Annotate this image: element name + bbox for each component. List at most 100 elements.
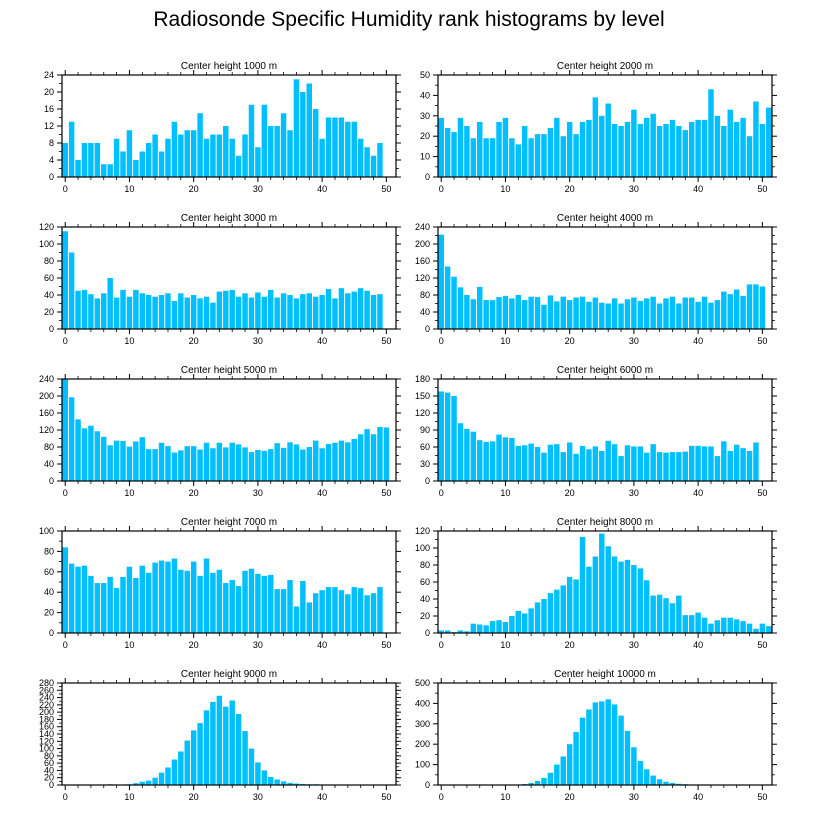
histogram-bar [746,450,753,481]
histogram-bar [547,772,554,785]
histogram-bar [190,130,197,177]
histogram-bar [242,293,248,329]
y-tick-label: 200 [415,239,430,249]
histogram-bar [68,397,75,481]
y-tick-label: 0 [49,476,54,486]
histogram-bar [197,575,203,633]
histogram-bar [280,113,287,177]
histogram-bar [94,431,101,481]
panel-title: Center height 1000 m [181,61,277,72]
histogram-bar [753,284,759,329]
histogram-bar [223,290,229,329]
histogram-bar [88,143,94,177]
histogram-bar [637,446,644,481]
y-tick-label: 180 [39,714,54,724]
y-tick-label: 40 [44,765,54,775]
y-tick-label: 0 [49,172,54,182]
y-tick-label: 4 [49,155,54,165]
histogram-bar [319,138,325,177]
histogram-bar [676,303,682,329]
x-tick-label: 40 [693,336,703,346]
histogram-bar [631,565,637,633]
histogram-bar [184,740,190,785]
histogram-bar [676,783,682,785]
histogram-bar [573,297,579,329]
y-tick-label: 60 [420,442,430,452]
histogram-bar [383,427,390,481]
histogram-bar [631,109,637,177]
histogram-bar [280,293,287,329]
x-tick-label: 0 [63,640,68,650]
histogram-bar [438,234,444,329]
histogram-bar [75,160,81,177]
histogram-bar [62,231,68,329]
histogram-bar [457,630,464,633]
x-tick-label: 50 [381,640,391,650]
histogram-bar [280,781,287,785]
x-tick-label: 20 [189,640,199,650]
histogram-bar [618,126,624,177]
histogram-bar [541,452,547,481]
histogram-bar [708,302,714,329]
y-tick-label: 12 [44,121,54,131]
histogram-panel: Center height 7000 m 0 20 40 60 80 100 0 10 20 30 4… [39,517,401,650]
histogram-bar [223,447,229,481]
histogram-bar [242,447,248,481]
histogram-bar [242,570,248,633]
histogram-bar [268,776,274,785]
histogram-bar [300,580,306,633]
histogram-bar [676,595,682,633]
histogram-bar [75,566,81,633]
x-tick-label: 20 [565,792,575,802]
histogram-bar [650,444,656,481]
x-tick-label: 10 [500,640,510,650]
histogram-bar [477,121,483,177]
y-tick-label: 200 [415,739,430,749]
histogram-bar [120,576,126,633]
x-tick-label: 30 [253,640,263,650]
x-tick-label: 30 [253,792,263,802]
x-tick-label: 10 [124,488,134,498]
y-tick-label: 80 [44,546,54,556]
y-tick-label: 60 [44,567,54,577]
histogram-bar [377,294,383,329]
histogram-bar [470,299,477,329]
histogram-bar [733,289,740,329]
histogram-bar [759,623,766,633]
histogram-bar [547,128,554,177]
x-tick-label: 0 [439,184,444,194]
histogram-bar [280,447,287,481]
histogram-bar [165,138,171,177]
y-tick-label: 20 [44,608,54,618]
histogram-bar [306,293,313,329]
y-tick-label: 120 [39,222,54,232]
histogram-bar [139,781,146,785]
histogram-bar [357,434,364,481]
histogram-bar [145,780,152,785]
y-tick-label: 30 [420,111,430,121]
y-tick-label: 80 [44,442,54,452]
histogram-bar [586,301,592,329]
histogram-bar [319,295,325,329]
histogram-bar [528,138,534,177]
histogram-bar [126,130,133,177]
histogram-bar [88,425,94,481]
histogram-bar [255,292,261,329]
histogram-bar [81,289,88,329]
histogram-bar [338,117,345,177]
histogram-bar [216,291,223,329]
histogram-bar [464,295,470,329]
x-tick-label: 50 [381,336,391,346]
histogram-bar [566,576,573,633]
x-tick-label: 20 [189,792,199,802]
histogram-bar [496,297,502,329]
histogram-bar [178,450,184,481]
histogram-bar [470,623,477,633]
x-tick-label: 50 [757,640,767,650]
histogram-bar [197,723,203,785]
histogram-bar [650,595,656,633]
y-tick-label: 40 [420,90,430,100]
histogram-bar [759,286,766,329]
histogram-bar [644,580,650,633]
y-tick-label: 10 [420,152,430,162]
